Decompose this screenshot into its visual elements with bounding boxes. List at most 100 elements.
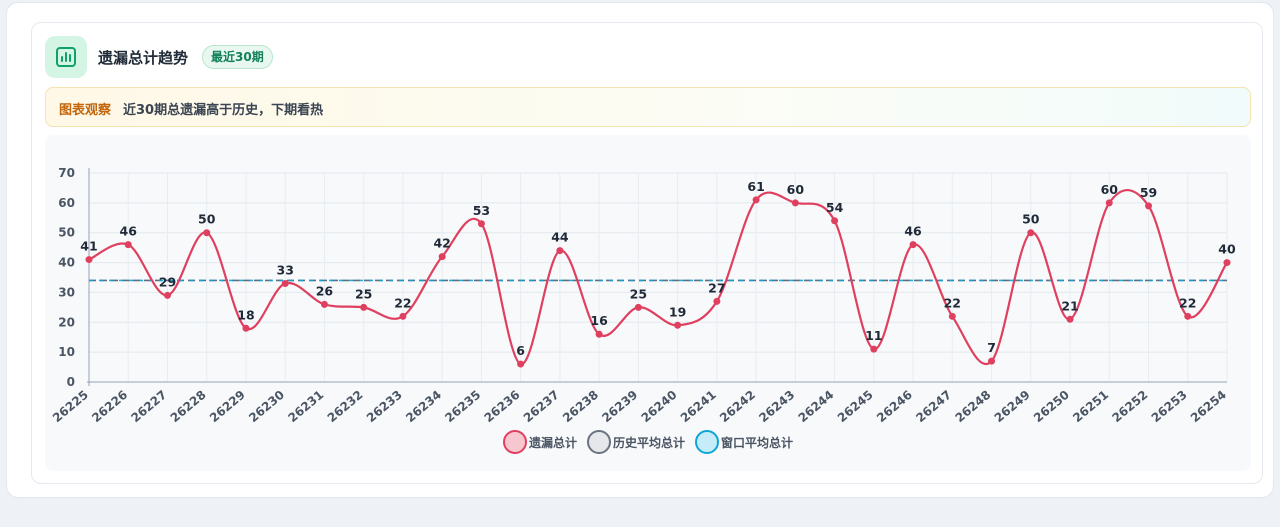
legend-swatch	[695, 430, 720, 454]
y-tick-label: 60	[58, 196, 75, 210]
data-point	[752, 196, 760, 204]
data-label: 22	[944, 295, 961, 310]
data-label: 50	[198, 212, 216, 227]
period-badge: 最近30期	[202, 45, 273, 69]
x-tick-label: 26250	[1031, 388, 1072, 425]
x-tick-label: 26249	[992, 388, 1033, 425]
data-label: 19	[669, 304, 686, 319]
data-point	[477, 220, 485, 228]
x-tick-label: 26232	[325, 388, 366, 425]
y-tick-label: 70	[58, 166, 75, 180]
x-tick-label: 26246	[874, 388, 915, 425]
data-point	[791, 199, 799, 207]
legend-item-window-average[interactable]: 窗口平均总计	[695, 430, 793, 454]
x-tick-label: 26231	[285, 388, 326, 425]
data-label: 18	[237, 307, 254, 322]
observation-tag: 图表观察	[59, 103, 112, 118]
data-label: 33	[277, 262, 294, 277]
x-tick-label: 26228	[168, 388, 209, 425]
data-label: 46	[904, 224, 922, 239]
x-tick-label: 26247	[913, 388, 954, 425]
data-label: 21	[1061, 298, 1078, 313]
data-point	[517, 360, 525, 368]
y-tick-label: 50	[58, 226, 75, 240]
x-tick-label: 26243	[756, 388, 797, 425]
data-point	[242, 324, 250, 332]
data-label: 59	[1140, 185, 1157, 200]
data-point	[909, 241, 917, 249]
legend-item-history-average[interactable]: 历史平均总计	[587, 430, 685, 454]
data-point	[438, 253, 446, 261]
data-point	[320, 300, 328, 308]
data-label: 29	[159, 274, 176, 289]
data-point	[1066, 315, 1074, 323]
data-label: 6	[516, 343, 525, 358]
x-tick-label: 26251	[1070, 388, 1111, 425]
bar-chart-icon	[45, 36, 87, 78]
data-point	[163, 291, 171, 299]
x-tick-label: 26225	[50, 388, 91, 425]
data-label: 42	[433, 236, 450, 251]
data-point	[595, 330, 603, 338]
y-tick-label: 0	[67, 375, 75, 389]
observation-banner: 图表观察 近30期总遗漏高于历史，下期看热	[45, 87, 1251, 127]
data-point	[988, 357, 996, 365]
x-tick-label: 26245	[835, 388, 876, 425]
data-label: 25	[355, 286, 372, 301]
data-point	[399, 312, 407, 320]
series-line-omission-total	[88, 189, 1228, 366]
x-tick-label: 26237	[521, 388, 562, 425]
x-tick-label: 26227	[128, 388, 169, 425]
data-point	[1223, 259, 1231, 267]
data-label: 50	[1022, 212, 1040, 227]
y-tick-label: 30	[58, 285, 75, 299]
data-label: 11	[865, 328, 882, 343]
data-point	[713, 297, 721, 305]
data-point	[674, 321, 682, 329]
data-label: 41	[80, 239, 97, 254]
data-label: 60	[787, 182, 805, 197]
data-point	[1184, 312, 1192, 320]
legend-item-omission-total[interactable]: 遗漏总计	[503, 430, 577, 454]
data-point	[948, 312, 956, 320]
data-label: 46	[120, 224, 138, 239]
data-point	[634, 303, 642, 311]
chart-panel: 0 10 20 30 40 50 60 70 26225 26226 26227 26228 26229…	[45, 135, 1251, 471]
x-tick-label: 26238	[560, 388, 601, 425]
outer-panel: 遗漏总计趋势 最近30期 图表观察 近30期总遗漏高于历史，下期看热 0 10 20…	[6, 2, 1274, 498]
data-label: 44	[551, 230, 569, 245]
data-label: 27	[708, 280, 725, 295]
data-point	[870, 345, 878, 353]
data-label: 25	[630, 286, 647, 301]
data-label: 54	[826, 200, 844, 215]
x-tick-label: 26242	[717, 388, 758, 425]
data-label: 40	[1218, 242, 1236, 257]
data-point	[281, 279, 289, 287]
trend-card: 遗漏总计趋势 最近30期 图表观察 近30期总遗漏高于历史，下期看热 0 10 20…	[31, 22, 1263, 484]
data-point	[1145, 202, 1153, 210]
legend-label: 遗漏总计	[529, 435, 578, 450]
x-tick-label: 26230	[246, 388, 287, 425]
data-point	[360, 303, 368, 311]
x-tick-label: 26253	[1149, 388, 1190, 425]
observation-text: 近30期总遗漏高于历史，下期看热	[123, 103, 324, 118]
x-tick-label: 26244	[796, 388, 837, 425]
chart-legend: 遗漏总计 历史平均总计 窗口平均总计	[503, 429, 797, 455]
legend-swatch	[587, 430, 612, 454]
data-point	[203, 229, 211, 237]
x-tick-label: 26229	[207, 388, 248, 425]
trend-line-chart: 0 10 20 30 40 50 60 70 2622526226262272622826229…	[50, 166, 1236, 425]
x-tick-label: 26252	[1109, 388, 1150, 425]
x-tick-label: 26240	[639, 388, 680, 425]
data-point	[1105, 199, 1113, 207]
data-label: 7	[987, 340, 996, 355]
y-tick-label: 10	[58, 345, 75, 359]
y-tick-label: 40	[58, 256, 75, 270]
x-tick-label: 26254	[1188, 388, 1229, 425]
x-tick-label: 26233	[364, 388, 405, 425]
data-label: 61	[747, 179, 764, 194]
legend-label: 历史平均总计	[613, 435, 686, 450]
x-tick-label: 26226	[89, 388, 130, 425]
y-tick-label: 20	[58, 315, 75, 329]
x-tick-label: 26235	[442, 388, 483, 425]
